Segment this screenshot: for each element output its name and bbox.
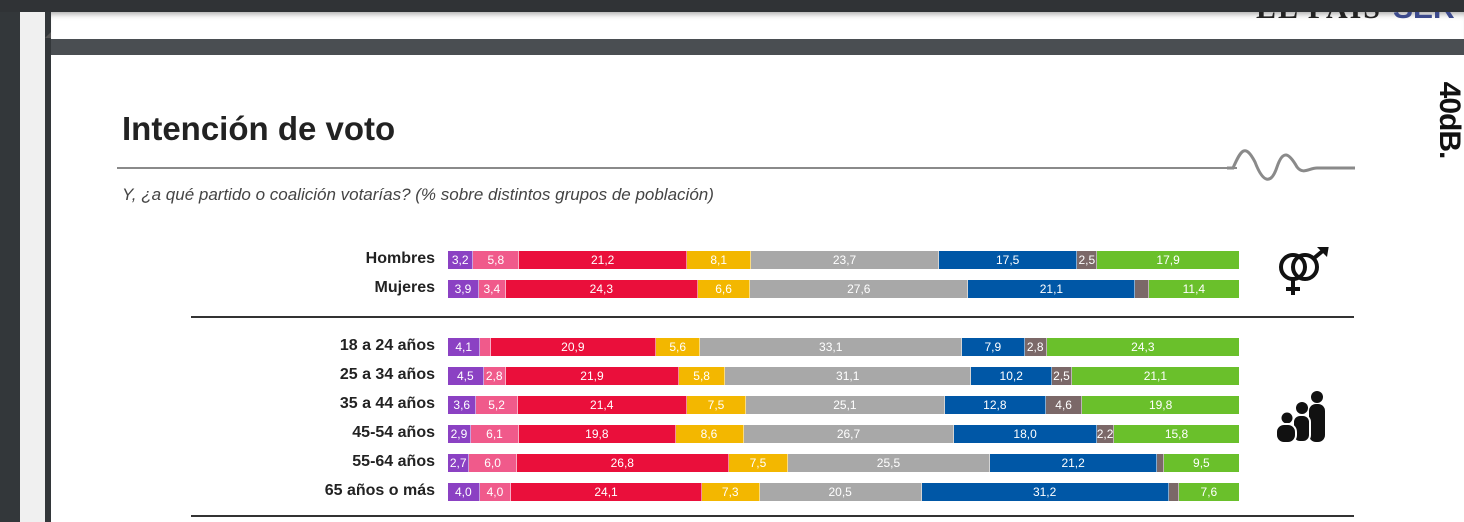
bar-segment: 20,5 <box>759 483 922 501</box>
stacked-bar: 2,9 6,1 19,8 8,6 26,7 18,0 2,2 15,8 <box>448 425 1239 443</box>
bar-segment: 21,4 <box>517 396 687 414</box>
bar-segment: 23,7 <box>751 251 939 269</box>
bar-segment: 3,9 <box>448 280 479 298</box>
title-divider <box>117 167 1237 169</box>
bar-segment: 31,1 <box>725 367 972 385</box>
bar-segment: 6,1 <box>470 425 520 443</box>
bar-segment <box>1168 483 1179 501</box>
bar-segment: 4,6 <box>1045 396 1083 414</box>
bar-segment: 27,6 <box>750 280 969 298</box>
bar-segment: 7,6 <box>1178 483 1239 501</box>
bar-segment: 21,2 <box>989 454 1158 472</box>
bar-segment: 25,5 <box>788 454 990 472</box>
bar-segment: 7,9 <box>962 338 1025 356</box>
stacked-bar: 4,1 20,9 5,6 33,1 7,9 2,8 24,3 <box>448 338 1239 356</box>
stacked-bar: 3,9 3,4 24,3 6,6 27,6 21,1 11,4 <box>448 280 1239 298</box>
bar-segment: 26,7 <box>743 425 955 443</box>
bar-segment: 15,8 <box>1114 425 1239 443</box>
ser-logo: SER <box>1393 12 1455 26</box>
bar-segment: 3,2 <box>448 251 474 269</box>
bar-segment: 2,2 <box>1096 425 1115 443</box>
stacked-bar: 4,0 4,0 24,1 7,3 20,5 31,2 7,6 <box>448 483 1239 501</box>
bar-segment: 20,9 <box>490 338 657 356</box>
bar-segment: 3,4 <box>478 280 506 298</box>
bottom-divider <box>191 515 1354 517</box>
bar-segment: 5,8 <box>473 251 520 269</box>
bar-segment: 19,8 <box>1082 396 1239 414</box>
previous-page: EL PAÍS SER <box>51 12 1464 39</box>
bar-segment: 21,2 <box>519 251 688 269</box>
bar-segment <box>1157 454 1164 472</box>
family-icon <box>1275 391 1325 444</box>
bar-segment: 4,1 <box>448 338 481 356</box>
bar-segment <box>1135 280 1149 298</box>
bar-segment: 24,3 <box>505 280 698 298</box>
bar-segment: 21,9 <box>505 367 680 385</box>
bar-segment: 24,1 <box>511 483 702 501</box>
bar-segment: 2,8 <box>483 367 506 385</box>
bar-segment: 2,5 <box>1052 367 1072 385</box>
bar-segment: 11,4 <box>1148 280 1239 298</box>
bar-segment: 6,0 <box>469 454 517 472</box>
bar-segment: 8,1 <box>687 251 752 269</box>
bar-segment: 2,9 <box>448 425 471 443</box>
row-label: Hombres <box>365 250 435 267</box>
row-label: Mujeres <box>374 279 435 296</box>
page-title: Intención de voto <box>122 110 396 147</box>
row-label: 35 a 44 años <box>339 395 435 412</box>
bar-segment: 10,2 <box>971 367 1053 385</box>
group-divider <box>191 316 1354 318</box>
bar-segment: 18,0 <box>954 425 1097 443</box>
bar-segment: 9,5 <box>1163 454 1239 472</box>
bar-segment: 17,9 <box>1097 251 1239 269</box>
bar-segment: 7,5 <box>728 454 789 472</box>
bar-segment: 26,8 <box>516 454 729 472</box>
bar-segment: 5,2 <box>476 396 518 414</box>
stacked-bar: 3,2 5,8 21,2 8,1 23,7 17,5 2,5 17,9 <box>448 251 1239 269</box>
bar-segment <box>480 338 491 356</box>
bar-segment: 4,0 <box>448 483 480 501</box>
bar-segment: 19,8 <box>519 425 676 443</box>
bar-segment: 2,7 <box>448 454 470 472</box>
document-page: Intención de voto 40dB. Y, ¿a qué partid… <box>51 55 1464 522</box>
el-pais-logo: EL PAÍS <box>1256 12 1382 26</box>
stacked-bar: 3,6 5,2 21,4 7,5 25,1 12,8 4,6 19,8 <box>448 396 1239 414</box>
page-gap <box>51 39 1464 55</box>
row-label: 65 años o más <box>324 482 435 499</box>
brand-40db-logo: 40dB. <box>1433 81 1464 159</box>
bar-segment: 4,5 <box>448 367 484 385</box>
wave-decoration-icon <box>1227 149 1355 181</box>
bar-segment: 6,6 <box>697 280 751 298</box>
gender-icon <box>1279 247 1329 295</box>
scrollbar[interactable] <box>20 12 57 522</box>
bar-segment: 7,5 <box>686 396 747 414</box>
bar-segment: 5,6 <box>656 338 701 356</box>
stacked-bar: 4,5 2,8 21,9 5,8 31,1 10,2 2,5 21,1 <box>448 367 1239 385</box>
bar-segment: 5,8 <box>679 367 726 385</box>
bar-segment: 3,6 <box>448 396 477 414</box>
bar-segment: 21,1 <box>968 280 1136 298</box>
bar-segment: 12,8 <box>944 396 1046 414</box>
bar-segment: 2,8 <box>1024 338 1047 356</box>
bar-segment: 17,5 <box>938 251 1078 269</box>
chart-subtitle: Y, ¿a qué partido o coalición votarías? … <box>122 185 714 204</box>
bar-segment: 4,0 <box>479 483 512 501</box>
bar-segment: 33,1 <box>700 338 963 356</box>
row-label: 18 a 24 años <box>339 337 435 354</box>
bar-segment: 21,1 <box>1071 367 1239 385</box>
row-label: 25 a 34 años <box>339 366 435 383</box>
viewer-toolbar <box>0 0 1464 12</box>
bar-segment: 7,3 <box>701 483 760 501</box>
bar-segment: 25,1 <box>746 396 945 414</box>
row-label: 45-54 años <box>352 424 435 441</box>
bar-segment: 31,2 <box>921 483 1169 501</box>
stacked-bar: 2,7 6,0 26,8 7,5 25,5 21,2 9,5 <box>448 454 1239 472</box>
bar-segment: 24,3 <box>1046 338 1239 356</box>
bar-segment: 2,5 <box>1077 251 1098 269</box>
row-label: 55-64 años <box>352 453 435 470</box>
bar-segment: 8,6 <box>675 425 744 443</box>
